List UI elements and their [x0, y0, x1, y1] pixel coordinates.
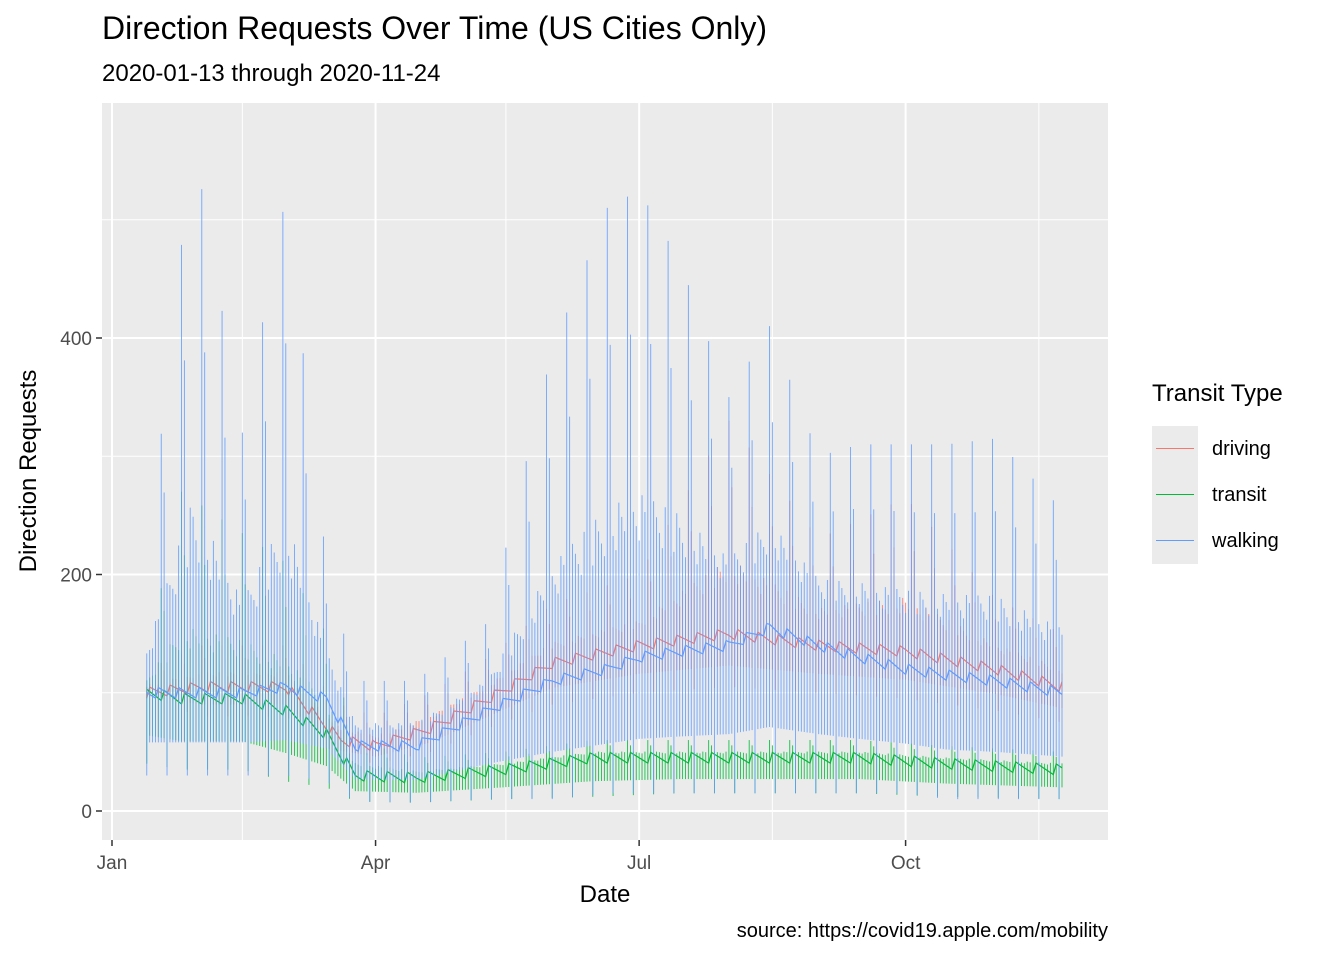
- source-caption: source: https://covid19.apple.com/mobili…: [736, 920, 1108, 942]
- legend-label-walking: walking: [1212, 529, 1279, 552]
- series-layer: [146, 189, 1063, 803]
- y-tick-label: 400: [60, 329, 92, 350]
- chart-title: Direction Requests Over Time (US Cities …: [102, 10, 768, 46]
- x-axis-title: Date: [580, 881, 631, 908]
- y-tick-label: 0: [81, 802, 92, 823]
- plot-panel: [102, 103, 1108, 840]
- x-tick-label: Apr: [361, 853, 391, 874]
- chart-subtitle: 2020-01-13 through 2020-11-24: [102, 60, 441, 87]
- major-gridlines: [102, 103, 1108, 840]
- walking-trend-line: [146, 622, 1063, 753]
- y-axis: 0 200 400: [60, 329, 102, 823]
- legend-title: Transit Type: [1152, 380, 1283, 407]
- x-tick-label: Oct: [891, 853, 921, 874]
- legend-key-driving: [1152, 426, 1198, 472]
- legend-item-walking: walking: [1152, 518, 1283, 564]
- legend-label-transit: transit: [1212, 483, 1267, 506]
- x-axis: Jan Apr Jul Oct: [97, 840, 921, 874]
- y-axis-title: Direction Requests: [15, 370, 42, 573]
- x-tick-label: Jul: [627, 853, 651, 874]
- legend: Transit Type driving transit walking: [1152, 380, 1283, 564]
- legend-key-walking: [1152, 518, 1198, 564]
- series-walking: [146, 189, 1063, 803]
- legend-item-transit: transit: [1152, 472, 1283, 518]
- legend-item-driving: driving: [1152, 426, 1283, 472]
- legend-key-transit: [1152, 472, 1198, 518]
- y-tick-label: 200: [60, 566, 92, 587]
- transit-trend-line: [146, 688, 1063, 784]
- legend-label-driving: driving: [1212, 437, 1271, 460]
- x-tick-label: Jan: [97, 853, 128, 874]
